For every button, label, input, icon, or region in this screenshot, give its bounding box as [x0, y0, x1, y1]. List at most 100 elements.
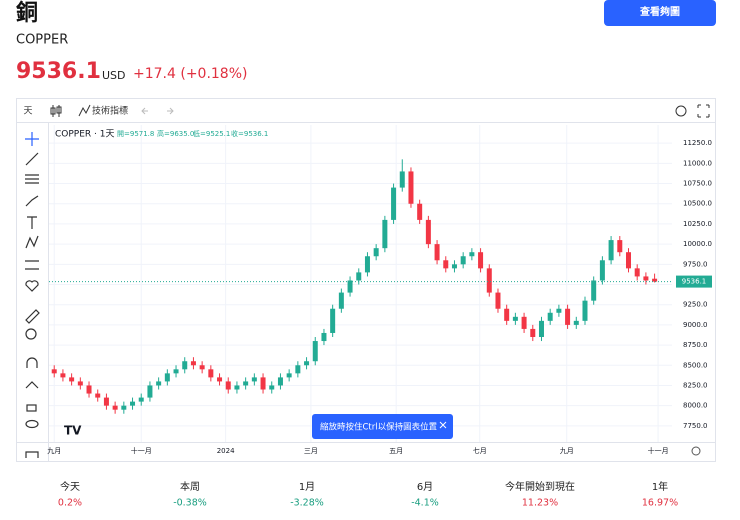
candle-body	[103, 397, 109, 406]
candle-body	[312, 341, 318, 362]
period-label: 1月	[299, 481, 315, 493]
undo[interactable]	[141, 107, 148, 115]
magnet-tool[interactable]	[26, 357, 38, 368]
candle-body	[330, 308, 336, 333]
candle-body	[486, 268, 492, 293]
y-tick-label: 10750.0	[683, 180, 712, 188]
symbol: COPPER	[16, 33, 68, 48]
tooltip-box	[312, 414, 453, 439]
tooltip: 縮放時按住Ctrl以保持圖表位置	[320, 422, 438, 433]
lock-tool[interactable]	[26, 404, 37, 412]
candle-body	[382, 219, 388, 249]
candle-body	[269, 385, 275, 390]
redo[interactable]	[167, 107, 174, 115]
period-change: -3.28%	[290, 498, 324, 509]
candle-body	[460, 256, 466, 265]
candle-body	[95, 393, 101, 398]
currency: USD	[102, 69, 126, 82]
candle-body	[356, 272, 362, 281]
settings[interactable]	[675, 105, 687, 117]
candle-body	[164, 373, 170, 382]
candle-body	[417, 203, 423, 220]
candle-body	[538, 320, 544, 338]
candle-body	[399, 171, 405, 188]
y-tick-label: 9750.0	[683, 260, 708, 268]
x-tick-label: 十一月	[648, 446, 669, 455]
title: 銅	[16, 0, 38, 26]
candle-body	[304, 361, 310, 366]
y-tick-label: 11000.0	[683, 159, 712, 167]
candle-body	[573, 320, 579, 325]
x-tick-label: 十一月	[131, 446, 152, 455]
axis-settings[interactable]	[691, 446, 701, 456]
ruler-tool[interactable]	[25, 309, 40, 324]
candle-body	[530, 328, 536, 338]
candle-body	[243, 381, 249, 386]
performance-row: 今天 0.2% 本周 -0.38% 1月 -3.28% 6月 -4.1% 今年開始到現在 11.2…	[58, 480, 678, 509]
period-label: 1年	[652, 480, 668, 493]
visibility-tool[interactable]	[25, 419, 39, 429]
indicators-icon[interactable]	[78, 104, 91, 117]
x-tick-label: 五月	[389, 447, 403, 455]
view-button-label[interactable]: 查看夠圖	[639, 5, 680, 18]
period-label: 今天	[60, 480, 80, 493]
zoom-tool[interactable]	[25, 328, 37, 340]
y-tick-label: 8750.0	[683, 341, 708, 349]
period-change: -0.38%	[173, 498, 207, 509]
remove-tool[interactable]	[25, 451, 39, 458]
candle-body	[295, 365, 301, 374]
fullscreen[interactable]	[697, 104, 710, 118]
candle-type-icon[interactable]	[50, 105, 62, 117]
interval-button[interactable]: 天	[23, 107, 32, 117]
candle-body	[321, 332, 327, 342]
candle-body	[190, 361, 196, 366]
legend-symbol: COPPER · 1天	[55, 130, 114, 140]
pattern-tool[interactable]	[25, 235, 39, 249]
fib-tool[interactable]	[25, 174, 39, 184]
x-tick-label: 七月	[473, 446, 487, 455]
favorite-tool[interactable]	[25, 280, 39, 292]
brush-tool[interactable]	[25, 195, 39, 207]
period-label: 今年開始到現在	[505, 480, 575, 493]
candle-body	[391, 187, 397, 220]
tooltip-close[interactable]	[439, 421, 447, 429]
candle-body	[277, 377, 283, 386]
candle-body	[521, 316, 527, 329]
tv-logo: 𝗧𝗩	[64, 424, 82, 438]
legend-open: 開=9571.8	[117, 130, 154, 138]
candle-body	[373, 248, 379, 257]
plot: 7750.0 8000.0 8250.0 8500.0 8750.0 9000.0 9250…	[47, 125, 712, 455]
candle-body	[147, 385, 153, 398]
candle-body	[156, 381, 162, 386]
x-tick-label: 九月	[560, 446, 574, 455]
candle-body	[182, 361, 188, 370]
last-price-tag	[676, 275, 712, 288]
candle-body	[130, 401, 136, 406]
period-change: 11.23%	[522, 498, 558, 509]
candle-body	[425, 219, 431, 245]
view-button[interactable]	[604, 0, 716, 26]
candle-body	[547, 312, 553, 321]
candle-body	[565, 308, 571, 325]
candle-body	[86, 385, 92, 394]
candle-body	[556, 308, 562, 313]
change: +17.4 (+0.18%)	[133, 66, 247, 82]
candle-body	[338, 292, 344, 309]
measure-tool[interactable]	[25, 260, 39, 270]
candle-body	[260, 377, 266, 390]
text-tool[interactable]	[27, 216, 37, 229]
candle-body	[225, 381, 231, 390]
candle-body	[138, 397, 144, 402]
y-tick-label: 11250.0	[683, 139, 712, 147]
draw-mode-tool[interactable]	[25, 381, 39, 389]
crosshair-tool[interactable]	[25, 132, 39, 146]
candle-body	[199, 365, 205, 370]
candle-body	[217, 377, 223, 382]
y-tick-label: 10250.0	[683, 220, 712, 228]
line-tool[interactable]	[25, 152, 39, 166]
indicators-button[interactable]: 技術指標	[92, 105, 128, 117]
candle-body	[208, 369, 214, 378]
x-tick-label: 2024	[217, 447, 235, 455]
candle-body	[347, 280, 353, 293]
candle-body	[69, 377, 75, 382]
